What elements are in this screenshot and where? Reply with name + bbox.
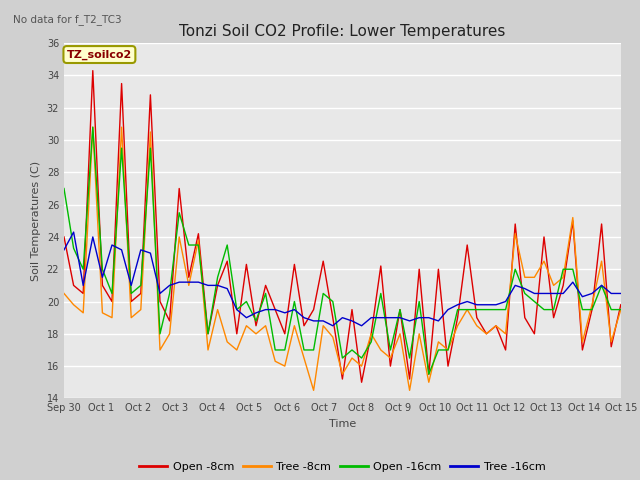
Text: No data for f_T2_TC3: No data for f_T2_TC3 [13, 14, 122, 25]
Tree -8cm [483, 331, 490, 336]
Line: Tree -16cm: Tree -16cm [64, 232, 621, 326]
Open -16cm [483, 307, 490, 312]
Tree -16cm [617, 290, 625, 296]
Title: Tonzi Soil CO2 Profile: Lower Temperatures: Tonzi Soil CO2 Profile: Lower Temperatur… [179, 24, 506, 39]
Open -8cm [367, 331, 375, 336]
Open -16cm [214, 275, 221, 280]
Tree -16cm [156, 290, 164, 296]
Open -16cm [60, 186, 68, 192]
Open -16cm [127, 290, 135, 296]
Tree -8cm [367, 331, 375, 336]
Open -8cm [60, 234, 68, 240]
Tree -8cm [156, 347, 164, 353]
Open -16cm [89, 124, 97, 130]
Open -16cm [79, 266, 87, 272]
Line: Tree -8cm: Tree -8cm [64, 127, 621, 390]
Open -8cm [79, 290, 87, 296]
Tree -16cm [127, 283, 135, 288]
Open -8cm [617, 302, 625, 308]
Open -16cm [358, 355, 365, 361]
Tree -16cm [329, 323, 337, 329]
Tree -16cm [483, 302, 490, 308]
Tree -8cm [214, 307, 221, 312]
Open -8cm [127, 299, 135, 304]
Tree -8cm [89, 124, 97, 130]
Line: Open -16cm: Open -16cm [64, 127, 621, 374]
Open -8cm [89, 68, 97, 73]
Open -8cm [156, 299, 164, 304]
Tree -8cm [127, 315, 135, 321]
Open -16cm [617, 307, 625, 312]
X-axis label: Time: Time [329, 419, 356, 429]
Line: Open -8cm: Open -8cm [64, 71, 621, 382]
Legend: Open -8cm, Tree -8cm, Open -16cm, Tree -16cm: Open -8cm, Tree -8cm, Open -16cm, Tree -… [135, 457, 550, 476]
Tree -16cm [70, 229, 77, 235]
Open -8cm [483, 331, 490, 336]
Open -8cm [214, 283, 221, 288]
Tree -8cm [310, 387, 317, 393]
Tree -16cm [89, 234, 97, 240]
Text: TZ_soilco2: TZ_soilco2 [67, 49, 132, 60]
Tree -16cm [367, 315, 375, 321]
Open -16cm [156, 331, 164, 336]
Tree -8cm [617, 307, 625, 312]
Tree -16cm [214, 283, 221, 288]
Tree -8cm [60, 290, 68, 296]
Y-axis label: Soil Temperatures (C): Soil Temperatures (C) [31, 161, 41, 281]
Open -16cm [425, 372, 433, 377]
Tree -16cm [60, 247, 68, 253]
Open -8cm [358, 379, 365, 385]
Tree -8cm [79, 310, 87, 316]
